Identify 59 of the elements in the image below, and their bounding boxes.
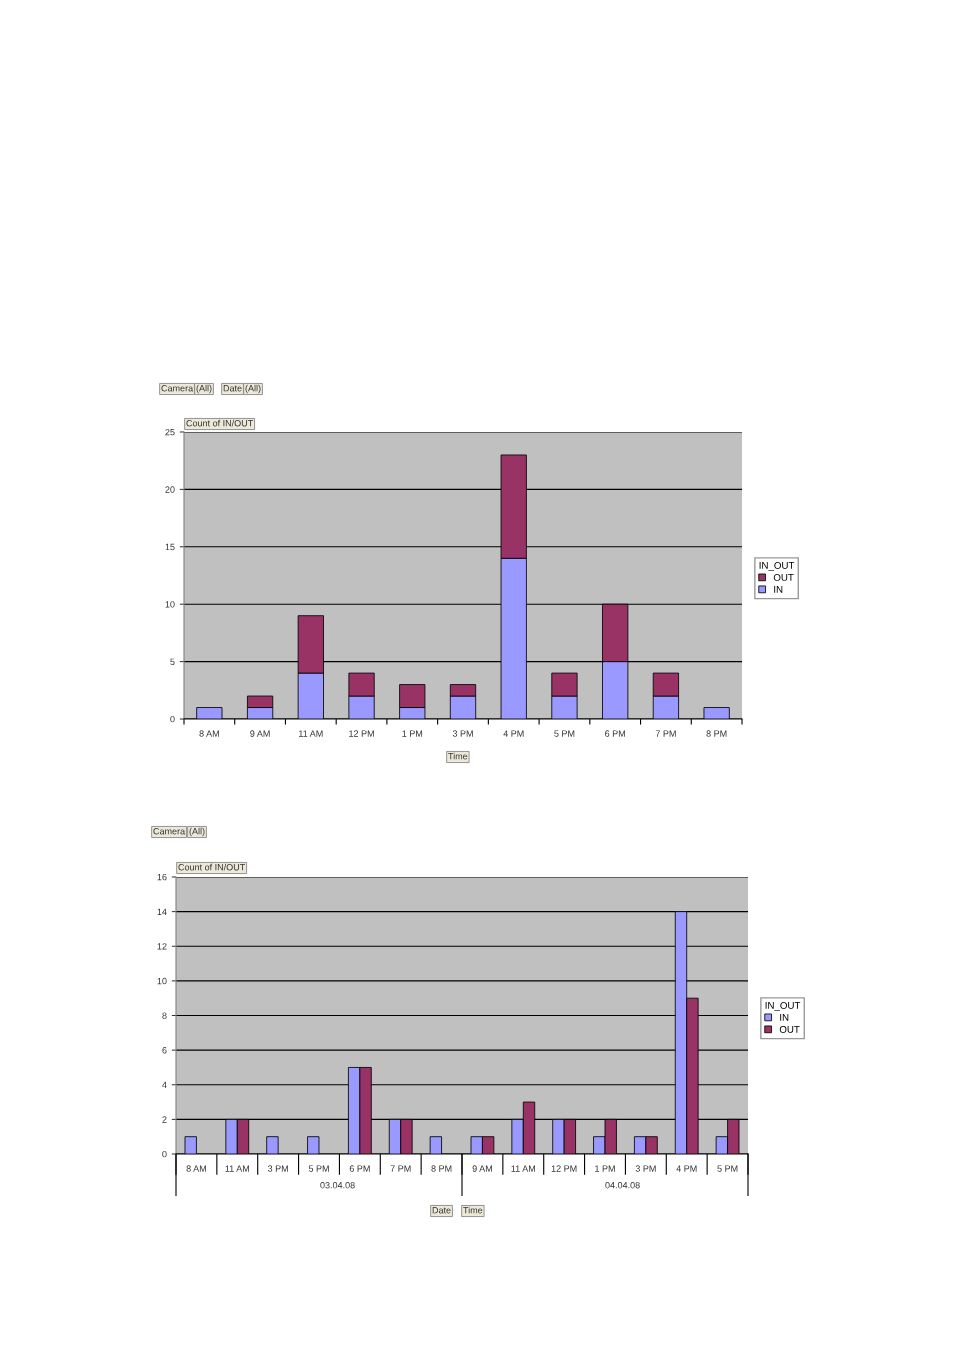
y-tick-label: 25 — [165, 428, 175, 436]
y-tick-label: 14 — [157, 908, 167, 915]
x-tick-label: 7 PM — [655, 730, 676, 737]
y-tick-label: 12 — [157, 943, 167, 950]
x-tick-label: 12 PM — [349, 730, 374, 737]
x-tick-label: 11 AM — [299, 730, 323, 737]
x-tick-label: 6 PM — [349, 1165, 370, 1172]
x-tick-label: 5 PM — [308, 1165, 329, 1172]
x-tick-label: 9 AM — [472, 1165, 492, 1172]
text: Count of IN/OUT — [186, 419, 254, 427]
y-tick-label: 20 — [165, 486, 175, 493]
text: 04.04.08 — [605, 1182, 640, 1189]
text: Camera — [153, 828, 186, 835]
y-tick-label: 5 — [170, 658, 175, 665]
y-tick-label: 16 — [157, 873, 167, 881]
text: Date — [432, 1207, 451, 1214]
legend-title: IN_OUT — [765, 1002, 801, 1011]
legend-label: IN — [780, 1014, 789, 1021]
x-tick-label: 9 AM — [250, 730, 270, 737]
x-tick-label: 7 PM — [390, 1165, 411, 1172]
x-tick-label: 11 AM — [511, 1165, 536, 1172]
x-tick-label: 8 AM — [186, 1165, 206, 1172]
x-tick-label: 6 PM — [605, 730, 625, 737]
y-tick-label: 10 — [165, 601, 175, 608]
x-tick-label: 3 PM — [635, 1165, 656, 1172]
legend-label: IN — [774, 586, 783, 593]
text: Date — [223, 385, 242, 392]
x-tick-label: 1 PM — [402, 730, 423, 737]
y-tick-label: 15 — [165, 543, 175, 551]
legend-label: OUT — [773, 573, 794, 581]
text: Time — [448, 752, 468, 760]
y-tick-label: 4 — [162, 1081, 167, 1089]
y-tick-label: 0 — [170, 715, 175, 723]
x-tick-label: 1 PM — [595, 1165, 615, 1172]
x-tick-label: 3 PM — [452, 730, 473, 737]
text: (All) — [245, 384, 261, 394]
x-tick-label: 11 AM — [225, 1165, 250, 1172]
x-tick-label: 4 PM — [676, 1165, 697, 1172]
y-tick-label: 10 — [157, 977, 167, 985]
text: Time — [463, 1206, 483, 1214]
x-tick-label: 4 PM — [503, 730, 524, 737]
x-tick-label: 8 PM — [431, 1165, 452, 1172]
x-tick-label: 8 PM — [706, 730, 727, 737]
text: (All) — [196, 384, 212, 394]
text: Count of IN/OUT — [178, 863, 246, 871]
text: 03.04.08 — [320, 1182, 355, 1189]
text: (All) — [189, 827, 205, 837]
x-tick-label: 12 PM — [551, 1165, 577, 1172]
y-tick-label: 2 — [162, 1116, 167, 1123]
legend-title: IN_OUT — [759, 562, 795, 571]
x-tick-label: 3 PM — [267, 1165, 288, 1172]
y-tick-label: 0 — [162, 1150, 167, 1158]
text: Camera — [161, 385, 194, 392]
x-tick-label: 8 AM — [199, 730, 219, 737]
y-tick-label: 6 — [162, 1047, 167, 1054]
x-tick-label: 5 PM — [554, 730, 575, 737]
legend-label: OUT — [779, 1025, 800, 1033]
y-tick-label: 8 — [162, 1012, 167, 1019]
x-tick-label: 5 PM — [717, 1165, 738, 1172]
